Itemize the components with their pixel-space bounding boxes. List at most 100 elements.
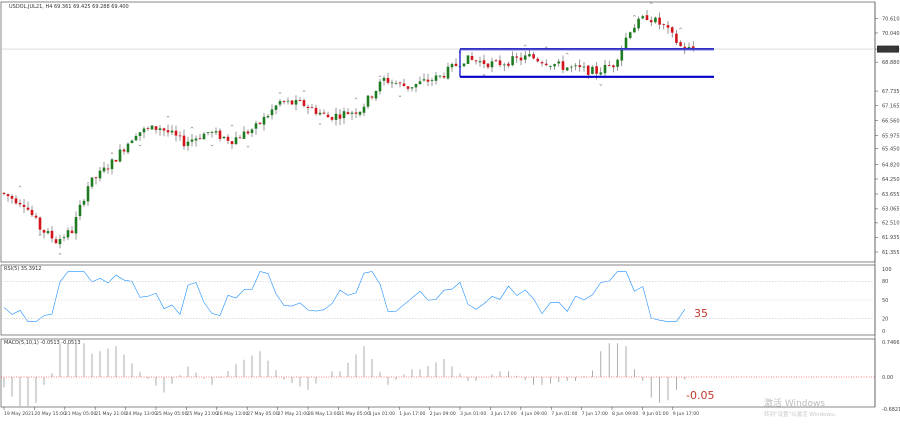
rsi-line	[3, 271, 686, 323]
candle	[94, 176, 98, 185]
fractal-arrow-up	[230, 124, 234, 127]
candle-body	[358, 111, 362, 115]
candle-body	[142, 128, 146, 133]
candle-body	[330, 117, 334, 120]
candle-body	[378, 81, 382, 92]
candle-body	[549, 65, 552, 67]
candle	[290, 99, 294, 106]
candle	[454, 58, 458, 67]
candle-body	[210, 132, 214, 133]
candle	[306, 104, 310, 115]
price-tick-label-10: 64.250	[882, 177, 900, 183]
price-tick-label-0: 70.610	[882, 16, 900, 22]
candle-body	[74, 216, 78, 234]
candle	[662, 23, 666, 30]
price-tick-label-1: 70.040	[882, 31, 900, 37]
time-tick-label: 9 Jun 01:00	[642, 411, 668, 417]
candle-body	[374, 90, 378, 99]
macd-pane: MACD(5,10,1) -0.0513 -0.0513 0.7466 0.00 -…	[1, 340, 900, 413]
candle	[246, 129, 250, 135]
candle	[314, 104, 318, 116]
price-tick-label-4: 67.735	[882, 89, 900, 95]
candle	[670, 26, 674, 38]
candle-body	[34, 215, 38, 218]
time-tick-label: 21 May 05:00	[65, 411, 97, 417]
rsi-annotation: 35	[694, 307, 708, 320]
candle-body	[98, 170, 102, 179]
candle	[633, 24, 636, 33]
candle	[394, 80, 398, 85]
fractal-arrow-down	[318, 123, 322, 126]
candle-body	[298, 100, 302, 101]
price-tick-label-13: 62.510	[882, 221, 900, 227]
candle-body	[494, 60, 498, 62]
candle-body	[250, 129, 254, 133]
candle-body	[633, 27, 636, 33]
candle-body	[595, 66, 598, 74]
time-tick-label: 26 May 13:00	[217, 411, 249, 417]
candle-body	[612, 65, 615, 68]
candle	[649, 16, 653, 27]
candle-body	[540, 62, 544, 64]
fractal-arrow-down	[58, 252, 62, 256]
candle-body	[258, 122, 262, 124]
candle	[406, 86, 410, 92]
candle	[294, 95, 298, 111]
candle	[310, 103, 314, 109]
candle	[607, 60, 611, 67]
candle-body	[679, 42, 682, 46]
time-tick-label: 7 Jun 17:00	[582, 411, 608, 417]
candle-body	[418, 81, 422, 85]
candle	[450, 62, 454, 72]
candle-body	[218, 130, 222, 139]
candle	[350, 110, 354, 120]
candle	[186, 136, 190, 151]
candle	[482, 54, 486, 69]
price-tick-label-5: 67.165	[882, 103, 900, 109]
candle-body	[94, 177, 98, 179]
candle	[130, 139, 134, 144]
candle-body	[582, 66, 586, 68]
candle-body	[266, 115, 270, 118]
time-tick-label: 8 Jun 09:00	[612, 411, 638, 417]
candle	[174, 125, 178, 142]
candle-body	[134, 135, 138, 141]
candle	[74, 211, 78, 240]
candle	[398, 81, 402, 88]
time-tick-label: 27 May 05:00	[247, 411, 279, 417]
candle-body	[6, 194, 10, 197]
candle-body	[86, 186, 90, 202]
price-tick-label-8: 65.450	[882, 147, 900, 153]
candle	[114, 159, 118, 162]
candle	[466, 55, 470, 65]
candle	[162, 127, 166, 137]
candle-body	[474, 60, 478, 62]
rsi-tick-label-3: 20	[882, 316, 888, 322]
candle-body	[238, 137, 242, 139]
candle-body	[206, 132, 210, 133]
fractal-arrow-up	[110, 152, 114, 155]
candle	[322, 109, 326, 115]
candle-body	[486, 63, 490, 68]
candle-body	[406, 86, 410, 89]
candle	[270, 104, 274, 120]
candle	[446, 62, 450, 81]
macd-tick-label-2: -0.6821	[882, 407, 900, 413]
candle	[462, 63, 466, 68]
candle	[166, 124, 170, 137]
candle	[86, 181, 90, 207]
candle	[38, 216, 42, 235]
candle-body	[382, 77, 386, 81]
candle	[390, 79, 394, 89]
candle	[6, 193, 10, 202]
candle-body	[462, 63, 466, 67]
candle	[18, 199, 22, 208]
candle-body	[18, 202, 22, 205]
candle	[532, 51, 535, 60]
candle-body	[126, 143, 130, 153]
time-tick-label: 25 May 21:00	[186, 411, 218, 417]
candle-body	[658, 17, 661, 25]
price-axis: 70.610 70.040 69.400 68.880 67.735 67.165 66.5…	[1, 16, 900, 256]
candle	[338, 109, 342, 126]
